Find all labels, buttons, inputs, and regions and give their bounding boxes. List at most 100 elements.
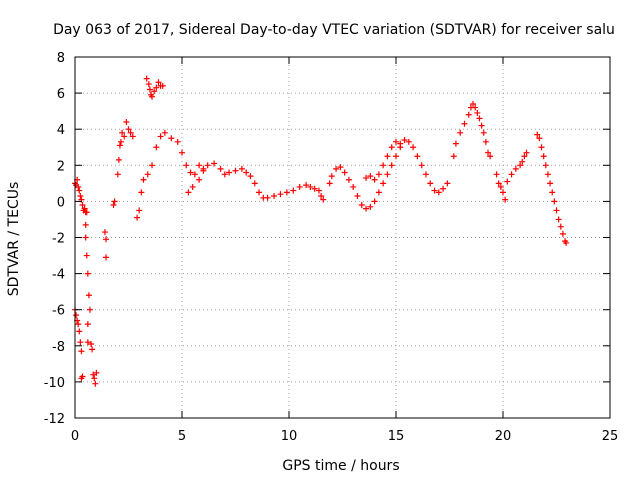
data-point bbox=[303, 182, 310, 189]
data-point bbox=[161, 129, 168, 136]
data-point bbox=[211, 160, 218, 167]
y-axis-label: SDTVAR / TECUs bbox=[6, 182, 22, 297]
data-point bbox=[118, 138, 125, 145]
data-point bbox=[153, 84, 160, 91]
y-tick-label: -8 bbox=[52, 340, 65, 355]
data-point bbox=[474, 109, 481, 116]
data-point bbox=[555, 216, 562, 223]
data-point bbox=[187, 169, 194, 176]
data-point bbox=[380, 180, 387, 187]
data-point bbox=[534, 131, 541, 138]
data-point bbox=[452, 140, 459, 147]
data-point bbox=[517, 162, 524, 169]
data-point bbox=[326, 180, 333, 187]
data-point bbox=[393, 138, 399, 145]
data-point bbox=[497, 183, 504, 190]
data-point bbox=[482, 138, 489, 145]
y-tick-label: -12 bbox=[44, 412, 65, 427]
data-point bbox=[204, 162, 211, 169]
data-point bbox=[189, 183, 196, 190]
data-point bbox=[179, 149, 185, 156]
data-point bbox=[88, 340, 95, 347]
data-point bbox=[427, 180, 434, 187]
data-point bbox=[371, 176, 378, 183]
y-tick-label: 2 bbox=[57, 159, 65, 174]
data-point bbox=[283, 189, 290, 196]
data-point bbox=[320, 196, 327, 203]
data-point bbox=[363, 205, 370, 212]
data-point bbox=[86, 306, 93, 313]
y-tick-label: 0 bbox=[57, 195, 65, 210]
data-point bbox=[79, 373, 86, 380]
x-tick-label: 0 bbox=[71, 429, 79, 444]
data-point bbox=[485, 149, 492, 156]
data-point bbox=[551, 198, 558, 205]
data-point bbox=[375, 171, 382, 178]
grid bbox=[75, 57, 610, 418]
data-point bbox=[103, 236, 110, 243]
data-point bbox=[354, 192, 361, 199]
data-point bbox=[504, 178, 511, 185]
y-axis-ticks: -12 -10 -8 -6 -4 -2 0 2 4 6 8 bbox=[44, 51, 610, 427]
data-point bbox=[174, 138, 181, 145]
data-point bbox=[500, 189, 506, 196]
data-point bbox=[251, 180, 258, 187]
data-point bbox=[264, 194, 271, 201]
data-point bbox=[549, 189, 556, 196]
data-point bbox=[127, 129, 134, 136]
data-point bbox=[388, 144, 395, 151]
data-point bbox=[328, 173, 335, 180]
data-point bbox=[85, 292, 92, 299]
data-point bbox=[196, 176, 203, 183]
data-point bbox=[91, 375, 98, 382]
data-point bbox=[536, 135, 543, 142]
x-axis-ticks: 0 5 10 15 20 25 bbox=[71, 57, 618, 444]
data-point bbox=[457, 129, 464, 136]
data-point bbox=[519, 158, 526, 165]
data-point bbox=[200, 167, 207, 174]
data-point bbox=[232, 167, 239, 174]
data-point bbox=[422, 171, 429, 178]
data-point bbox=[508, 171, 515, 178]
data-point bbox=[111, 198, 118, 205]
data-point bbox=[431, 187, 438, 194]
data-point bbox=[76, 328, 83, 335]
data-point bbox=[563, 239, 570, 246]
data-point bbox=[151, 88, 158, 95]
data-point bbox=[82, 234, 89, 241]
data-point bbox=[393, 153, 399, 160]
data-point bbox=[73, 312, 80, 319]
data-point bbox=[397, 140, 404, 147]
data-point bbox=[159, 82, 166, 89]
data-point bbox=[81, 205, 88, 212]
data-point bbox=[78, 348, 85, 355]
data-point bbox=[114, 171, 121, 178]
data-point bbox=[90, 371, 97, 378]
data-point bbox=[410, 144, 417, 151]
data-point bbox=[138, 189, 145, 196]
data-point bbox=[495, 180, 502, 187]
data-points bbox=[72, 75, 570, 387]
data-point bbox=[149, 93, 156, 100]
data-point bbox=[110, 202, 117, 209]
x-tick-label: 10 bbox=[281, 429, 298, 444]
data-point bbox=[119, 129, 126, 136]
data-point bbox=[333, 165, 340, 172]
data-point bbox=[493, 171, 500, 178]
y-tick-label: -6 bbox=[52, 304, 65, 319]
data-point bbox=[405, 138, 412, 145]
data-point bbox=[129, 133, 136, 140]
data-point bbox=[157, 133, 164, 140]
data-point bbox=[350, 183, 357, 190]
data-point bbox=[221, 171, 228, 178]
data-point bbox=[153, 144, 160, 151]
y-tick-label: 8 bbox=[57, 51, 65, 66]
data-point bbox=[116, 142, 123, 149]
data-point bbox=[136, 207, 143, 214]
data-point bbox=[444, 180, 451, 187]
data-point bbox=[290, 187, 297, 194]
data-point bbox=[538, 144, 545, 151]
data-point bbox=[191, 171, 198, 178]
data-point bbox=[512, 165, 519, 172]
